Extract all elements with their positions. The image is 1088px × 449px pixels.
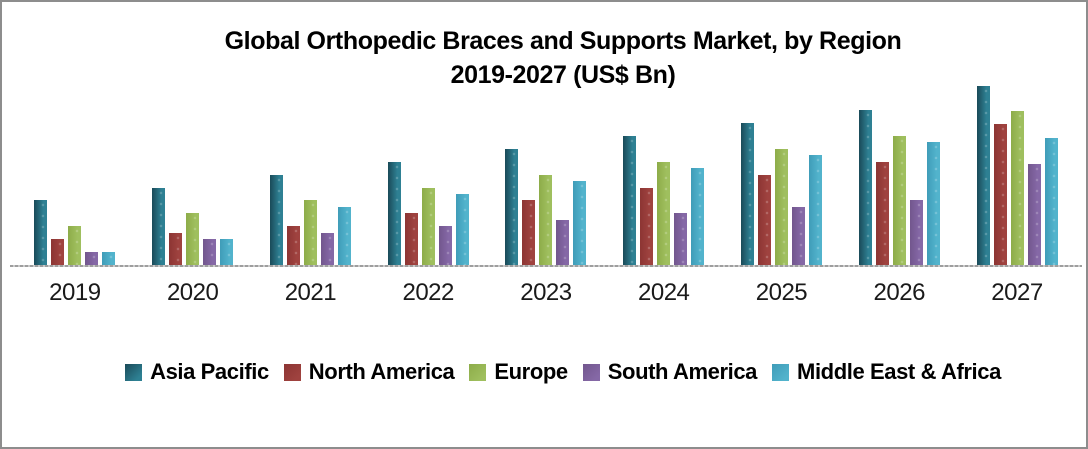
x-axis-label-2020: 2020 — [166, 279, 219, 306]
legend-swatch-europe — [469, 363, 487, 381]
bar-south-america-2021 — [320, 233, 334, 265]
bar-south-america-2019 — [85, 252, 99, 265]
bar-group-2023 — [505, 86, 587, 265]
bar-middle-east-africa-2023 — [573, 181, 587, 265]
bar-group-2019 — [34, 86, 116, 265]
bar-south-america-2027 — [1027, 164, 1041, 265]
x-axis-line — [10, 265, 1082, 267]
bar-asia-pacific-2019 — [34, 200, 48, 265]
chart-title-line1: Global Orthopedic Braces and Supports Ma… — [224, 27, 902, 55]
bar-north-america-2019 — [51, 239, 65, 265]
bar-europe-2022 — [421, 188, 435, 265]
bar-group-2027 — [976, 86, 1058, 265]
bar-north-america-2027 — [993, 124, 1007, 265]
bar-north-america-2021 — [286, 226, 300, 265]
legend-swatch-asia-pacific — [125, 363, 143, 381]
bar-north-america-2020 — [169, 233, 183, 265]
bar-south-america-2025 — [791, 207, 805, 265]
x-axis-labels: 2019 2020 2021 2022 2023 2024 2025 2026 2027 — [16, 279, 1076, 307]
x-axis-label-2022: 2022 — [402, 279, 454, 306]
legend-label-asia-pacific: Asia Pacific — [150, 359, 269, 384]
bar-asia-pacific-2021 — [269, 175, 283, 265]
bar-asia-pacific-2022 — [387, 162, 401, 265]
legend-swatch-middle-east-africa — [772, 363, 790, 381]
bar-europe-2025 — [774, 149, 788, 265]
legend-item-north-america: North America — [283, 359, 455, 385]
legend-item-south-america: South America — [582, 359, 758, 385]
bar-europe-2024 — [657, 162, 671, 265]
bar-asia-pacific-2027 — [976, 86, 990, 265]
x-axis-label-2027: 2027 — [991, 279, 1043, 306]
bar-middle-east-africa-2022 — [455, 194, 469, 265]
bar-europe-2020 — [186, 213, 200, 265]
bar-asia-pacific-2024 — [623, 136, 637, 265]
bar-europe-2021 — [303, 200, 317, 265]
chart-title-line2: 2019-2027 (US$ Bn) — [450, 61, 676, 89]
x-axis-label-2026: 2026 — [873, 279, 926, 306]
bar-north-america-2025 — [757, 175, 771, 265]
bar-europe-2019 — [68, 226, 82, 265]
bar-south-america-2020 — [203, 239, 217, 265]
bar-south-america-2024 — [674, 213, 688, 265]
bar-middle-east-africa-2024 — [691, 168, 705, 265]
bar-middle-east-africa-2021 — [337, 207, 351, 265]
bar-middle-east-africa-2025 — [808, 155, 822, 265]
bar-europe-2026 — [892, 136, 906, 265]
bar-middle-east-africa-2020 — [220, 239, 234, 265]
bar-asia-pacific-2023 — [505, 149, 519, 265]
bar-asia-pacific-2026 — [858, 110, 872, 265]
x-axis-label-2019: 2019 — [49, 279, 101, 306]
x-axis-label-2021: 2021 — [284, 279, 337, 306]
bar-north-america-2024 — [640, 188, 654, 265]
bar-south-america-2022 — [438, 226, 452, 265]
plot-area — [16, 86, 1076, 265]
bar-group-2022 — [387, 86, 469, 265]
legend-label-south-america: South America — [607, 359, 758, 384]
legend-swatch-south-america — [582, 363, 600, 381]
bar-south-america-2026 — [909, 200, 923, 265]
bar-south-america-2023 — [556, 220, 570, 265]
bar-group-2026 — [858, 86, 940, 265]
bar-europe-2027 — [1010, 111, 1024, 265]
x-axis-label-2025: 2025 — [755, 279, 808, 306]
legend-item-asia-pacific: Asia Pacific — [125, 359, 269, 385]
bar-group-2020 — [152, 86, 234, 265]
x-axis-label-2023: 2023 — [520, 279, 572, 306]
bar-north-america-2023 — [522, 200, 536, 265]
legend-label-north-america: North America — [308, 359, 455, 384]
bar-middle-east-africa-2019 — [102, 252, 116, 265]
x-axis-label-2024: 2024 — [638, 279, 690, 306]
bar-group-2021 — [269, 86, 351, 265]
legend-label-europe: Europe — [494, 359, 568, 384]
legend-label-middle-east-africa: Middle East & Africa — [797, 359, 1001, 384]
legend: Asia Pacific North America Europe South Ame… — [2, 359, 1086, 385]
legend-item-europe: Europe — [469, 359, 568, 385]
bar-group-2025 — [740, 86, 822, 265]
bar-middle-east-africa-2026 — [926, 142, 940, 265]
bar-group-2024 — [623, 86, 705, 265]
bar-europe-2023 — [539, 175, 553, 265]
bar-middle-east-africa-2027 — [1044, 138, 1058, 265]
legend-swatch-north-america — [283, 363, 301, 381]
bar-asia-pacific-2020 — [152, 188, 166, 265]
bar-north-america-2026 — [875, 162, 889, 265]
bar-north-america-2022 — [404, 213, 418, 265]
legend-item-middle-east-africa: Middle East & Africa — [772, 359, 1001, 385]
bar-asia-pacific-2025 — [740, 123, 754, 265]
chart-title: Global Orthopedic Braces and Supports Ma… — [2, 24, 1086, 92]
